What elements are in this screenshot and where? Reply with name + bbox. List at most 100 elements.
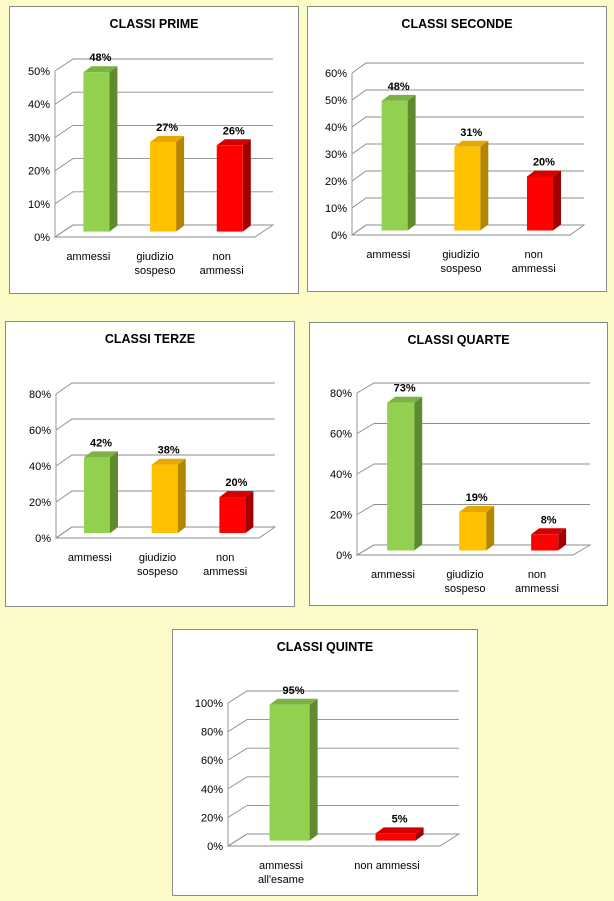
gridline [54,124,273,138]
y-tick-label: 80% [330,388,352,400]
data-label: 38% [158,445,180,457]
y-tick-label: 80% [29,389,51,401]
gridline [55,418,275,431]
x-tick-label: ammessi [512,263,556,275]
bar-top [83,66,118,73]
bar-1 [150,136,185,232]
bar-front [459,512,487,551]
x-tick-label: sospeso [445,583,486,595]
y-tick-label: 60% [325,68,347,80]
bar-0 [387,396,423,551]
chart-title: CLASSI QUARTE [407,333,510,347]
bar-2 [531,528,567,551]
chart-title: CLASSI SECONDE [401,17,513,31]
x-tick-label: giudizio [446,569,483,581]
y-tick-label: 40% [330,469,352,481]
bar-front [150,141,177,232]
bar-front [381,100,408,231]
chart-plot: 0% 20% 40% 60% 80% 42% ammessi 38% giudizio sospe… [29,382,277,578]
x-tick-label: sospeso [137,566,178,578]
gridline [351,89,584,101]
data-label: 48% [388,81,410,93]
bar-1 [454,140,489,231]
x-tick-label: non [528,569,546,581]
x-tick-label: non [212,251,230,263]
x-tick-label: giudizio [136,251,173,263]
x-tick-label: non [524,249,542,261]
chart-panel-classi-quinte: 0% 20% 40% 60% 80% 100% 95% ammessi all'esame 5% n… [172,629,478,896]
gridline [54,158,273,171]
data-label: 19% [466,492,488,504]
y-tick-label: 30% [325,149,347,161]
x-tick-label: all'esame [258,874,304,886]
y-tick-label: 0% [336,550,352,562]
chart-title: CLASSI TERZE [104,332,196,346]
bar-front [83,72,110,232]
gridline [54,191,273,205]
bar-front [216,145,243,232]
gridline [54,58,273,72]
bar-0 [83,66,118,232]
x-tick-label: giudizio [442,249,479,261]
gridlines [227,690,459,847]
gridline [351,62,584,74]
y-tick-label: 20% [29,497,51,509]
gridline [227,719,459,732]
bar-front [269,704,310,841]
gridline [356,423,590,434]
bar-side [242,139,251,232]
y-tick-label: 50% [28,66,50,78]
bar-0 [269,698,318,841]
data-label: 48% [89,52,111,64]
bar-side [407,94,416,231]
y-tick-label: 20% [201,812,223,824]
chart-floor [355,544,592,556]
gridline [227,690,459,704]
y-tick-label: 100% [195,698,223,710]
chart-title: CLASSI PRIME [109,17,199,31]
bar-front [84,457,111,534]
data-label: 42% [90,437,112,449]
gridline [356,382,590,394]
chart-plot: 0% 10% 20% 30% 40% 50% 48% ammessi 27% giudizio so… [28,52,275,277]
bar-side [414,396,423,551]
bar-front [526,176,553,231]
chart-floor [54,526,277,539]
bar-top [84,451,118,458]
bar-side [480,140,489,231]
gridline [351,116,584,128]
x-tick-label: giudizio [139,552,176,564]
chart-floor [226,833,461,847]
x-tick-label: ammessi [203,566,247,578]
gridline [351,170,584,182]
bar-top [269,698,318,705]
bar-0 [84,451,118,534]
bar-top [150,136,185,142]
chart-panel-classi-quarte: 0% 20% 40% 60% 80% 73% ammessi 19% giudizio sospe… [309,322,608,606]
gridline [227,833,459,847]
y-tick-label: 40% [201,784,223,796]
y-tick-label: 60% [330,429,352,441]
chart-floor [350,224,586,236]
gridline [351,197,584,209]
bar-2 [219,491,254,534]
chart-panel-classi-terze: 0% 20% 40% 60% 80% 42% ammessi 38% giudizio sospe… [5,321,295,607]
gridline [227,747,459,761]
bar-side [415,827,424,841]
bar-1 [375,827,424,841]
data-label: 20% [533,157,555,169]
gridline [227,804,459,818]
x-tick-label: ammessi [68,552,112,564]
y-tick-label: 20% [325,176,347,188]
gridline [55,454,275,467]
y-tick-label: 20% [330,510,352,522]
data-label: 27% [156,122,178,134]
bar-side [245,491,254,534]
y-tick-label: 0% [35,533,51,545]
bar-top [387,396,423,403]
x-tick-label: ammessi [66,251,110,263]
data-label: 20% [225,477,247,489]
y-tick-label: 0% [34,232,50,244]
y-tick-label: 20% [28,166,50,178]
x-tick-label: sospeso [135,265,176,277]
